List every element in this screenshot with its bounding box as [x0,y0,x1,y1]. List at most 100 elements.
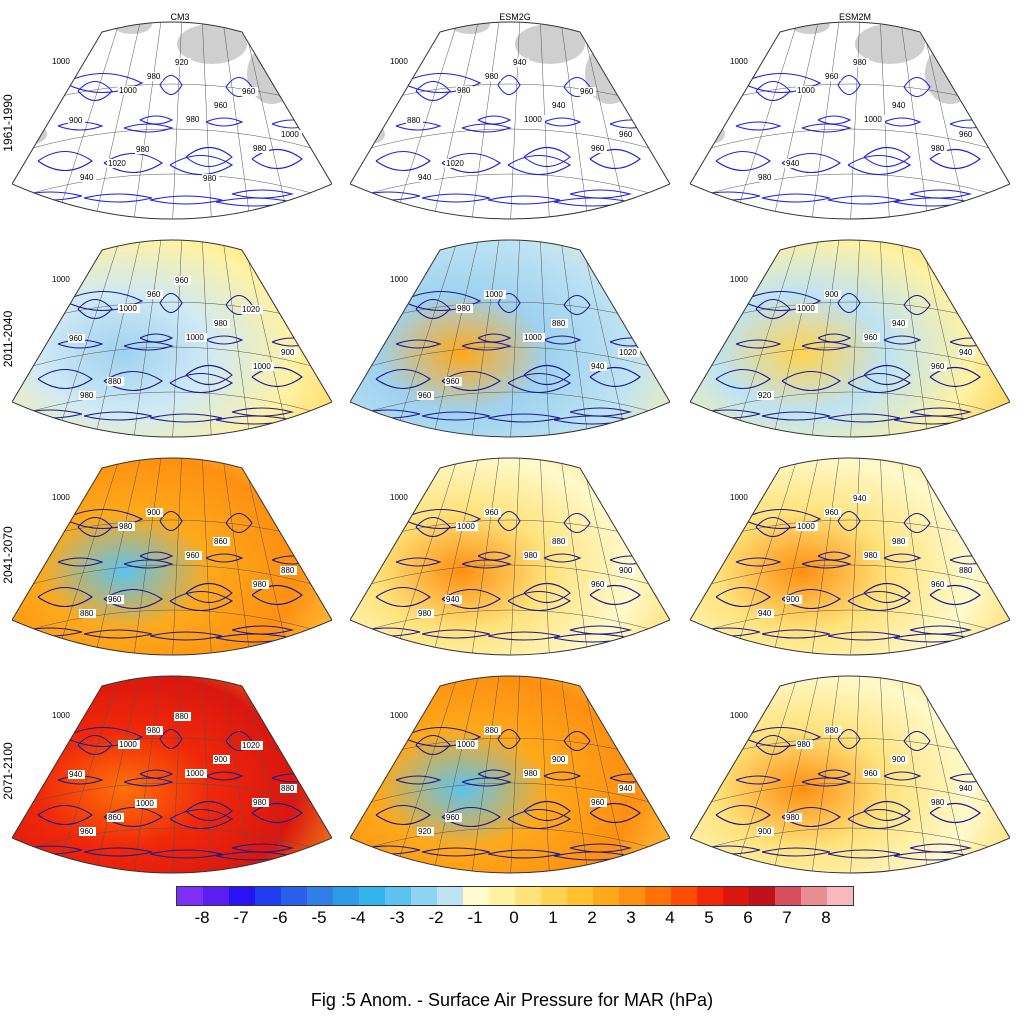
pressure-contour [103,371,164,391]
pressure-contour [83,411,153,421]
pressure-contour [903,730,931,752]
contour-label: 1020 [619,348,637,357]
meridian-line [429,676,481,873]
pressure-contour [569,625,633,635]
land-mask [790,22,830,34]
pressure-contour [543,771,582,781]
pressure-contour [543,553,582,563]
pressure-contour [523,800,571,822]
meridian-line [729,240,801,437]
colorbar-swatch [801,887,827,905]
pressure-contour [477,769,512,779]
pressure-contour [31,485,53,495]
pressure-contour [781,153,842,173]
contour-label: 980 [253,798,267,807]
pressure-contour [401,508,482,530]
pressure-contour [487,631,561,641]
pressure-contour [63,726,144,748]
meridian-line [51,458,123,655]
pressure-contour [715,804,771,826]
pressure-contour [817,333,852,343]
contour-label: 980 [457,86,471,95]
contour-label: 960 [591,580,605,589]
contour-label: 980 [253,580,267,589]
map-outline [12,457,332,656]
parallel-line [12,391,332,418]
pressure-contour [761,629,831,639]
contour-label: 1020 [242,305,260,314]
colorbar-tick-label: 2 [587,908,597,927]
parallel-line [350,391,670,418]
pressure-contour [709,267,731,277]
meridian-line [389,240,461,437]
pressure-contour [83,193,153,203]
pressure-contour [231,843,295,853]
pressure-contour [903,76,931,98]
pressure-contour [863,582,911,604]
colorbar-swatch [307,887,333,905]
land-mask [695,124,725,144]
map-panel-2071-2100-CM3: 1000 1000 1000 980 960 980 900 880 860 880 1020 940… [12,668,332,888]
pressure-contour [847,809,912,829]
parallel-line [12,173,332,200]
pressure-contour [149,849,223,859]
map-panel-2071-2100-ESM2M: 1000 980 960 980 900 880 900 940 980 [690,668,1010,888]
colorbar-swatch [775,887,801,905]
contour-label: 980 [758,173,772,182]
colorbar-tick-label: -2 [428,908,444,927]
meridian-line [509,676,521,873]
pressure-contour [569,189,633,199]
contour-label: 940 [513,58,527,67]
contour-label: 960 [864,333,878,342]
pressure-contour [31,49,53,59]
colorbar-swatch [385,887,411,905]
pressure-contour [837,74,861,96]
pressure-contour [903,512,931,534]
pressure-contour [497,728,521,750]
meridian-line [729,22,801,219]
contour-label: 980 [253,144,267,153]
colorbar-swatch [255,887,281,905]
parallel-line [690,782,1010,809]
pressure-contour [569,843,633,853]
map-outline [12,21,332,220]
meridian-line [51,676,123,873]
pressure-contour [629,732,661,754]
contour-label: 880 [281,784,295,793]
pressure-contour [755,80,791,102]
parallel-line [12,827,332,854]
pressure-contour [159,292,183,314]
pressure-contour [277,725,332,745]
pressure-contour [507,373,572,393]
figure-caption: Fig :5 Anom. - Surface Air Pressure for … [310,990,714,1010]
contour-label: 1020 [446,159,464,168]
pressure-contour [955,71,1010,91]
colorbar-tick-label: 8 [821,908,831,927]
parallel-line [350,827,670,854]
contour-label: 1000 [253,362,271,371]
pressure-contour [375,368,431,390]
pressure-contour [827,413,901,423]
meridian-line [171,22,183,219]
contour-label: 980 [119,522,133,531]
pressure-contour [909,189,973,199]
pressure-contour [57,557,104,567]
parallel-line [12,564,332,591]
meridian-line [729,676,801,873]
pressure-contour [63,72,144,94]
pressure-contour [375,586,431,608]
pressure-contour [185,582,233,604]
pressure-contour [169,591,234,611]
pressure-contour [615,289,670,309]
pressure-contour [969,296,1001,318]
pressure-contour [461,559,512,569]
meridian-line [769,240,821,437]
pressure-contour [37,150,93,172]
parallel-line [690,564,1010,591]
contour-label: 860 [108,813,122,822]
colorbar-swatch [411,887,437,905]
pressure-contour [77,298,113,320]
contour-label: 920 [418,827,432,836]
contour-label: 900 [69,116,83,125]
